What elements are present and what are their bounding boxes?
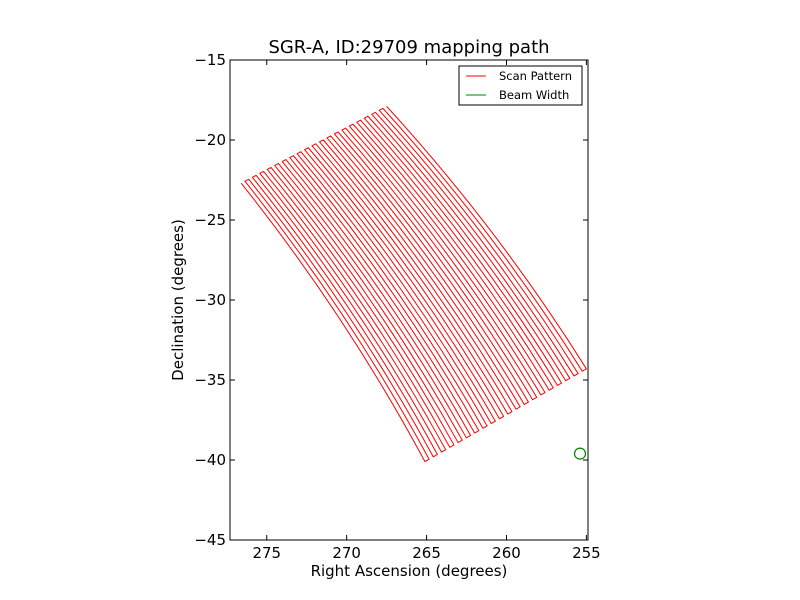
ticks-layer: 275 270 265 260 255 −15 −20 −25 −30 −35 −40 −45 [194, 51, 600, 562]
y-tick-label: −40 [194, 451, 226, 469]
y-tick-label: −20 [194, 131, 226, 149]
series-layer [240, 106, 587, 463]
axes-frame [229, 59, 589, 541]
y-tick-label: −15 [194, 51, 226, 69]
scan-pattern-line [240, 106, 587, 463]
x-tick-label: 265 [412, 544, 441, 562]
y-tick-label: −30 [194, 291, 226, 309]
legend-label-scan-pattern: Scan Pattern [499, 69, 572, 83]
legend: Scan Pattern Beam Width [458, 65, 583, 106]
x-tick-label: 255 [572, 544, 601, 562]
legend-label-beam-width: Beam Width [499, 88, 569, 102]
legend-box [458, 65, 583, 106]
y-tick-label: −25 [194, 211, 226, 229]
chart-title: SGR-A, ID:29709 mapping path [268, 37, 549, 58]
x-axis-label: Right Ascension (degrees) [311, 562, 508, 580]
plot-area [240, 106, 587, 463]
y-tick-label: −45 [194, 531, 226, 549]
x-tick-label: 275 [252, 544, 281, 562]
x-tick-label: 270 [332, 544, 361, 562]
y-axis-label: Declination (degrees) [169, 219, 187, 381]
beam-width-circle [573, 447, 587, 460]
x-tick-label: 260 [492, 544, 521, 562]
y-tick-label: −35 [194, 371, 226, 389]
